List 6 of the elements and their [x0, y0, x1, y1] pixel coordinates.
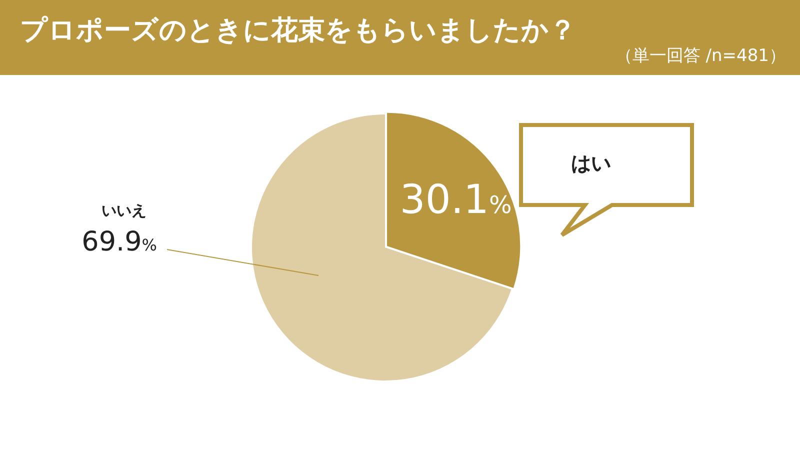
- chart-title: プロポーズのときに花束をもらいましたか？: [20, 14, 576, 48]
- data-label: 30.1%: [400, 177, 512, 224]
- text: （単一回答 /n=481）: [615, 45, 786, 67]
- slice-label: いいえ: [102, 202, 146, 220]
- slice-label: はい: [571, 151, 611, 176]
- data-label: 69.9%: [82, 226, 157, 258]
